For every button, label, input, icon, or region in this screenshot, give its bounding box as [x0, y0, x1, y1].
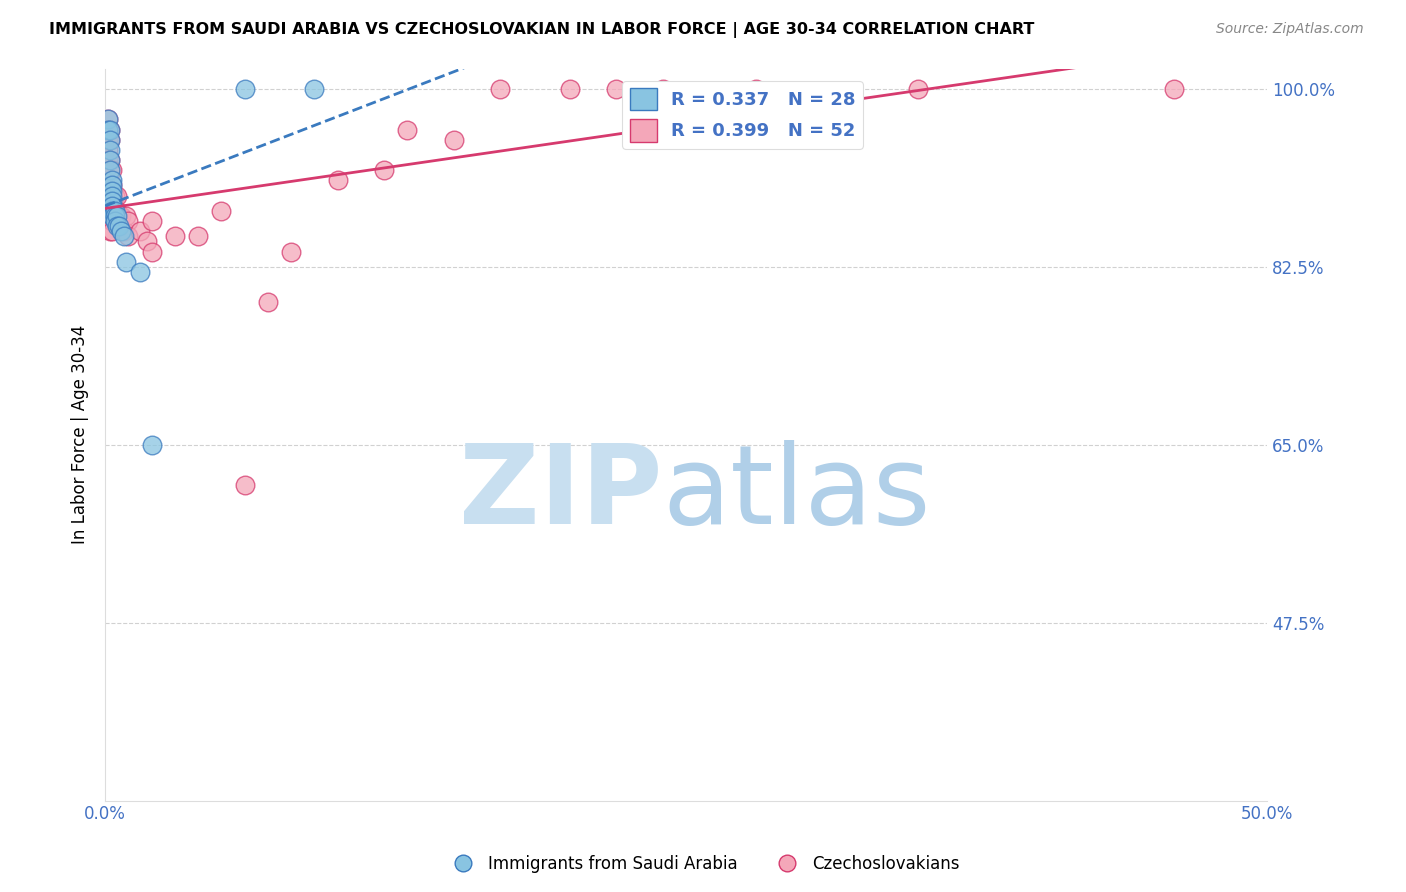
Point — [98, 143, 121, 157]
Text: Source: ZipAtlas.com: Source: ZipAtlas.com — [1216, 22, 1364, 37]
Point — [101, 224, 124, 238]
Point — [101, 188, 124, 202]
Point — [117, 229, 139, 244]
Point — [745, 82, 768, 96]
Point — [98, 133, 121, 147]
Point — [105, 214, 128, 228]
Point — [129, 224, 152, 238]
Point — [101, 188, 124, 202]
Point — [209, 203, 232, 218]
Point — [105, 219, 128, 234]
Text: IMMIGRANTS FROM SAUDI ARABIA VS CZECHOSLOVAKIAN IN LABOR FORCE | AGE 30-34 CORRE: IMMIGRANTS FROM SAUDI ARABIA VS CZECHOSL… — [49, 22, 1035, 38]
Point — [101, 178, 124, 193]
Point — [101, 214, 124, 228]
Point — [101, 209, 124, 223]
Point — [98, 153, 121, 167]
Point — [103, 188, 125, 202]
Point — [112, 229, 135, 244]
Point — [98, 194, 121, 208]
Text: ZIP: ZIP — [460, 440, 662, 547]
Point — [101, 203, 124, 218]
Point — [96, 153, 118, 167]
Point — [101, 163, 124, 178]
Point — [96, 122, 118, 136]
Point — [98, 163, 121, 178]
Point — [101, 184, 124, 198]
Point — [117, 214, 139, 228]
Point — [96, 112, 118, 127]
Point — [98, 203, 121, 218]
Point — [96, 122, 118, 136]
Point — [96, 143, 118, 157]
Point — [1163, 82, 1185, 96]
Point — [141, 214, 163, 228]
Point — [651, 82, 673, 96]
Point — [98, 163, 121, 178]
Y-axis label: In Labor Force | Age 30-34: In Labor Force | Age 30-34 — [72, 325, 89, 544]
Point — [233, 82, 256, 96]
Point — [98, 122, 121, 136]
Point — [103, 203, 125, 218]
Point — [233, 478, 256, 492]
Point — [103, 209, 125, 223]
Point — [141, 244, 163, 259]
Point — [98, 122, 121, 136]
Point — [115, 209, 138, 223]
Point — [136, 235, 159, 249]
Point — [373, 163, 395, 178]
Point — [163, 229, 186, 244]
Point — [103, 209, 125, 223]
Point — [98, 224, 121, 238]
Legend: Immigrants from Saudi Arabia, Czechoslovakians: Immigrants from Saudi Arabia, Czechoslov… — [440, 848, 966, 880]
Point — [907, 82, 929, 96]
Point — [108, 209, 131, 223]
Point — [558, 82, 581, 96]
Point — [96, 133, 118, 147]
Point — [105, 209, 128, 223]
Point — [443, 133, 465, 147]
Point — [304, 82, 326, 96]
Point — [98, 153, 121, 167]
Point — [101, 173, 124, 187]
Point — [115, 254, 138, 268]
Point — [110, 209, 132, 223]
Point — [98, 184, 121, 198]
Point — [98, 133, 121, 147]
Point — [396, 122, 419, 136]
Point — [129, 265, 152, 279]
Text: atlas: atlas — [662, 440, 931, 547]
Point — [141, 438, 163, 452]
Point — [101, 178, 124, 193]
Point — [257, 295, 280, 310]
Point — [187, 229, 209, 244]
Point — [101, 203, 124, 218]
Point — [103, 214, 125, 228]
Point — [96, 112, 118, 127]
Point — [110, 224, 132, 238]
Point — [326, 173, 349, 187]
Point — [280, 244, 302, 259]
Point — [101, 194, 124, 208]
Point — [101, 209, 124, 223]
Point — [605, 82, 627, 96]
Point — [108, 219, 131, 234]
Legend: R = 0.337   N = 28, R = 0.399   N = 52: R = 0.337 N = 28, R = 0.399 N = 52 — [623, 81, 863, 149]
Point — [112, 224, 135, 238]
Point — [489, 82, 512, 96]
Point — [105, 188, 128, 202]
Point — [105, 203, 128, 218]
Point — [101, 199, 124, 213]
